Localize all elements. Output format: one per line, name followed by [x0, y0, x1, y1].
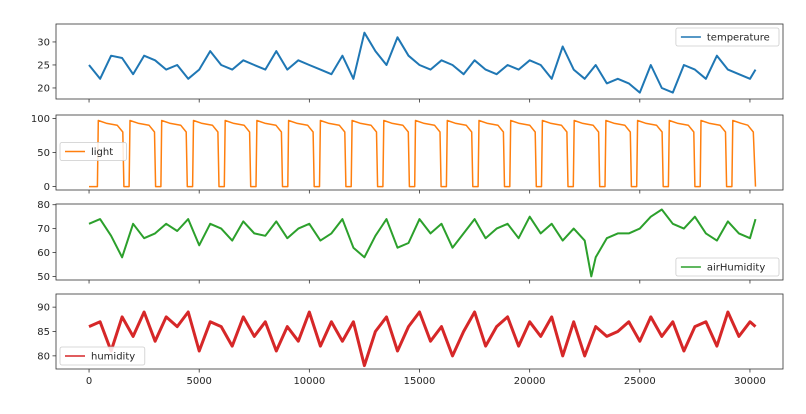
y-tick-label: 60: [37, 248, 50, 259]
legend-label: airHumidity: [707, 263, 765, 274]
subplot-light: 0 50 100 light: [31, 114, 784, 194]
y-tick-label: 85: [37, 327, 50, 338]
series-line-airHumidity: [88, 208, 757, 278]
x-tick-label: 5000: [186, 376, 211, 387]
subplot-temperature: 20 25 30 temperature: [37, 23, 784, 103]
y-tick-label: 100: [31, 114, 50, 125]
x-tick-label: 30000: [734, 376, 766, 387]
y-tick-label: 25: [37, 60, 50, 71]
legend-label: light: [91, 147, 113, 158]
series-line-light: [89, 119, 757, 188]
y-tick-label: 0: [44, 182, 50, 193]
x-tick-label: 25000: [624, 376, 656, 387]
x-tick-label: 0: [86, 376, 92, 387]
y-tick-label: 30: [37, 37, 50, 48]
axes-frame: [55, 114, 784, 191]
y-tick-label: 50: [37, 272, 50, 283]
legend-temperature: temperature: [675, 27, 780, 47]
y-tick-label: 80: [37, 200, 50, 211]
legend-humidity: humidity: [59, 346, 146, 366]
x-tick-label: 20000: [514, 376, 546, 387]
y-tick-label: 50: [37, 148, 50, 159]
series-line-temperature: [88, 31, 757, 94]
y-tick-label: 90: [37, 303, 50, 314]
x-tick-label: 10000: [293, 376, 325, 387]
y-tick-label: 20: [37, 83, 50, 94]
axes-frame: [55, 293, 784, 370]
axes-frame: [55, 203, 784, 281]
y-tick-label: 70: [37, 224, 50, 235]
subplot-airHumidity: 50 60 70 80 airHumidity: [37, 200, 784, 284]
legend-box: [59, 346, 146, 366]
x-tick-label: 15000: [404, 376, 436, 387]
legend-box: [59, 142, 127, 161]
legend-light: light: [59, 142, 127, 161]
legend-label: temperature: [707, 33, 770, 44]
series-line-humidity: [88, 310, 757, 368]
legend-box: [675, 257, 780, 277]
y-tick-label: 80: [37, 351, 50, 362]
legend-box: [675, 27, 780, 47]
subplot-humidity: 80 85 90 0 5000 10000 15000 20000 25000 30000 humi…: [37, 293, 784, 387]
legend-airHumidity: airHumidity: [675, 257, 780, 277]
legend-label: humidity: [91, 352, 135, 363]
